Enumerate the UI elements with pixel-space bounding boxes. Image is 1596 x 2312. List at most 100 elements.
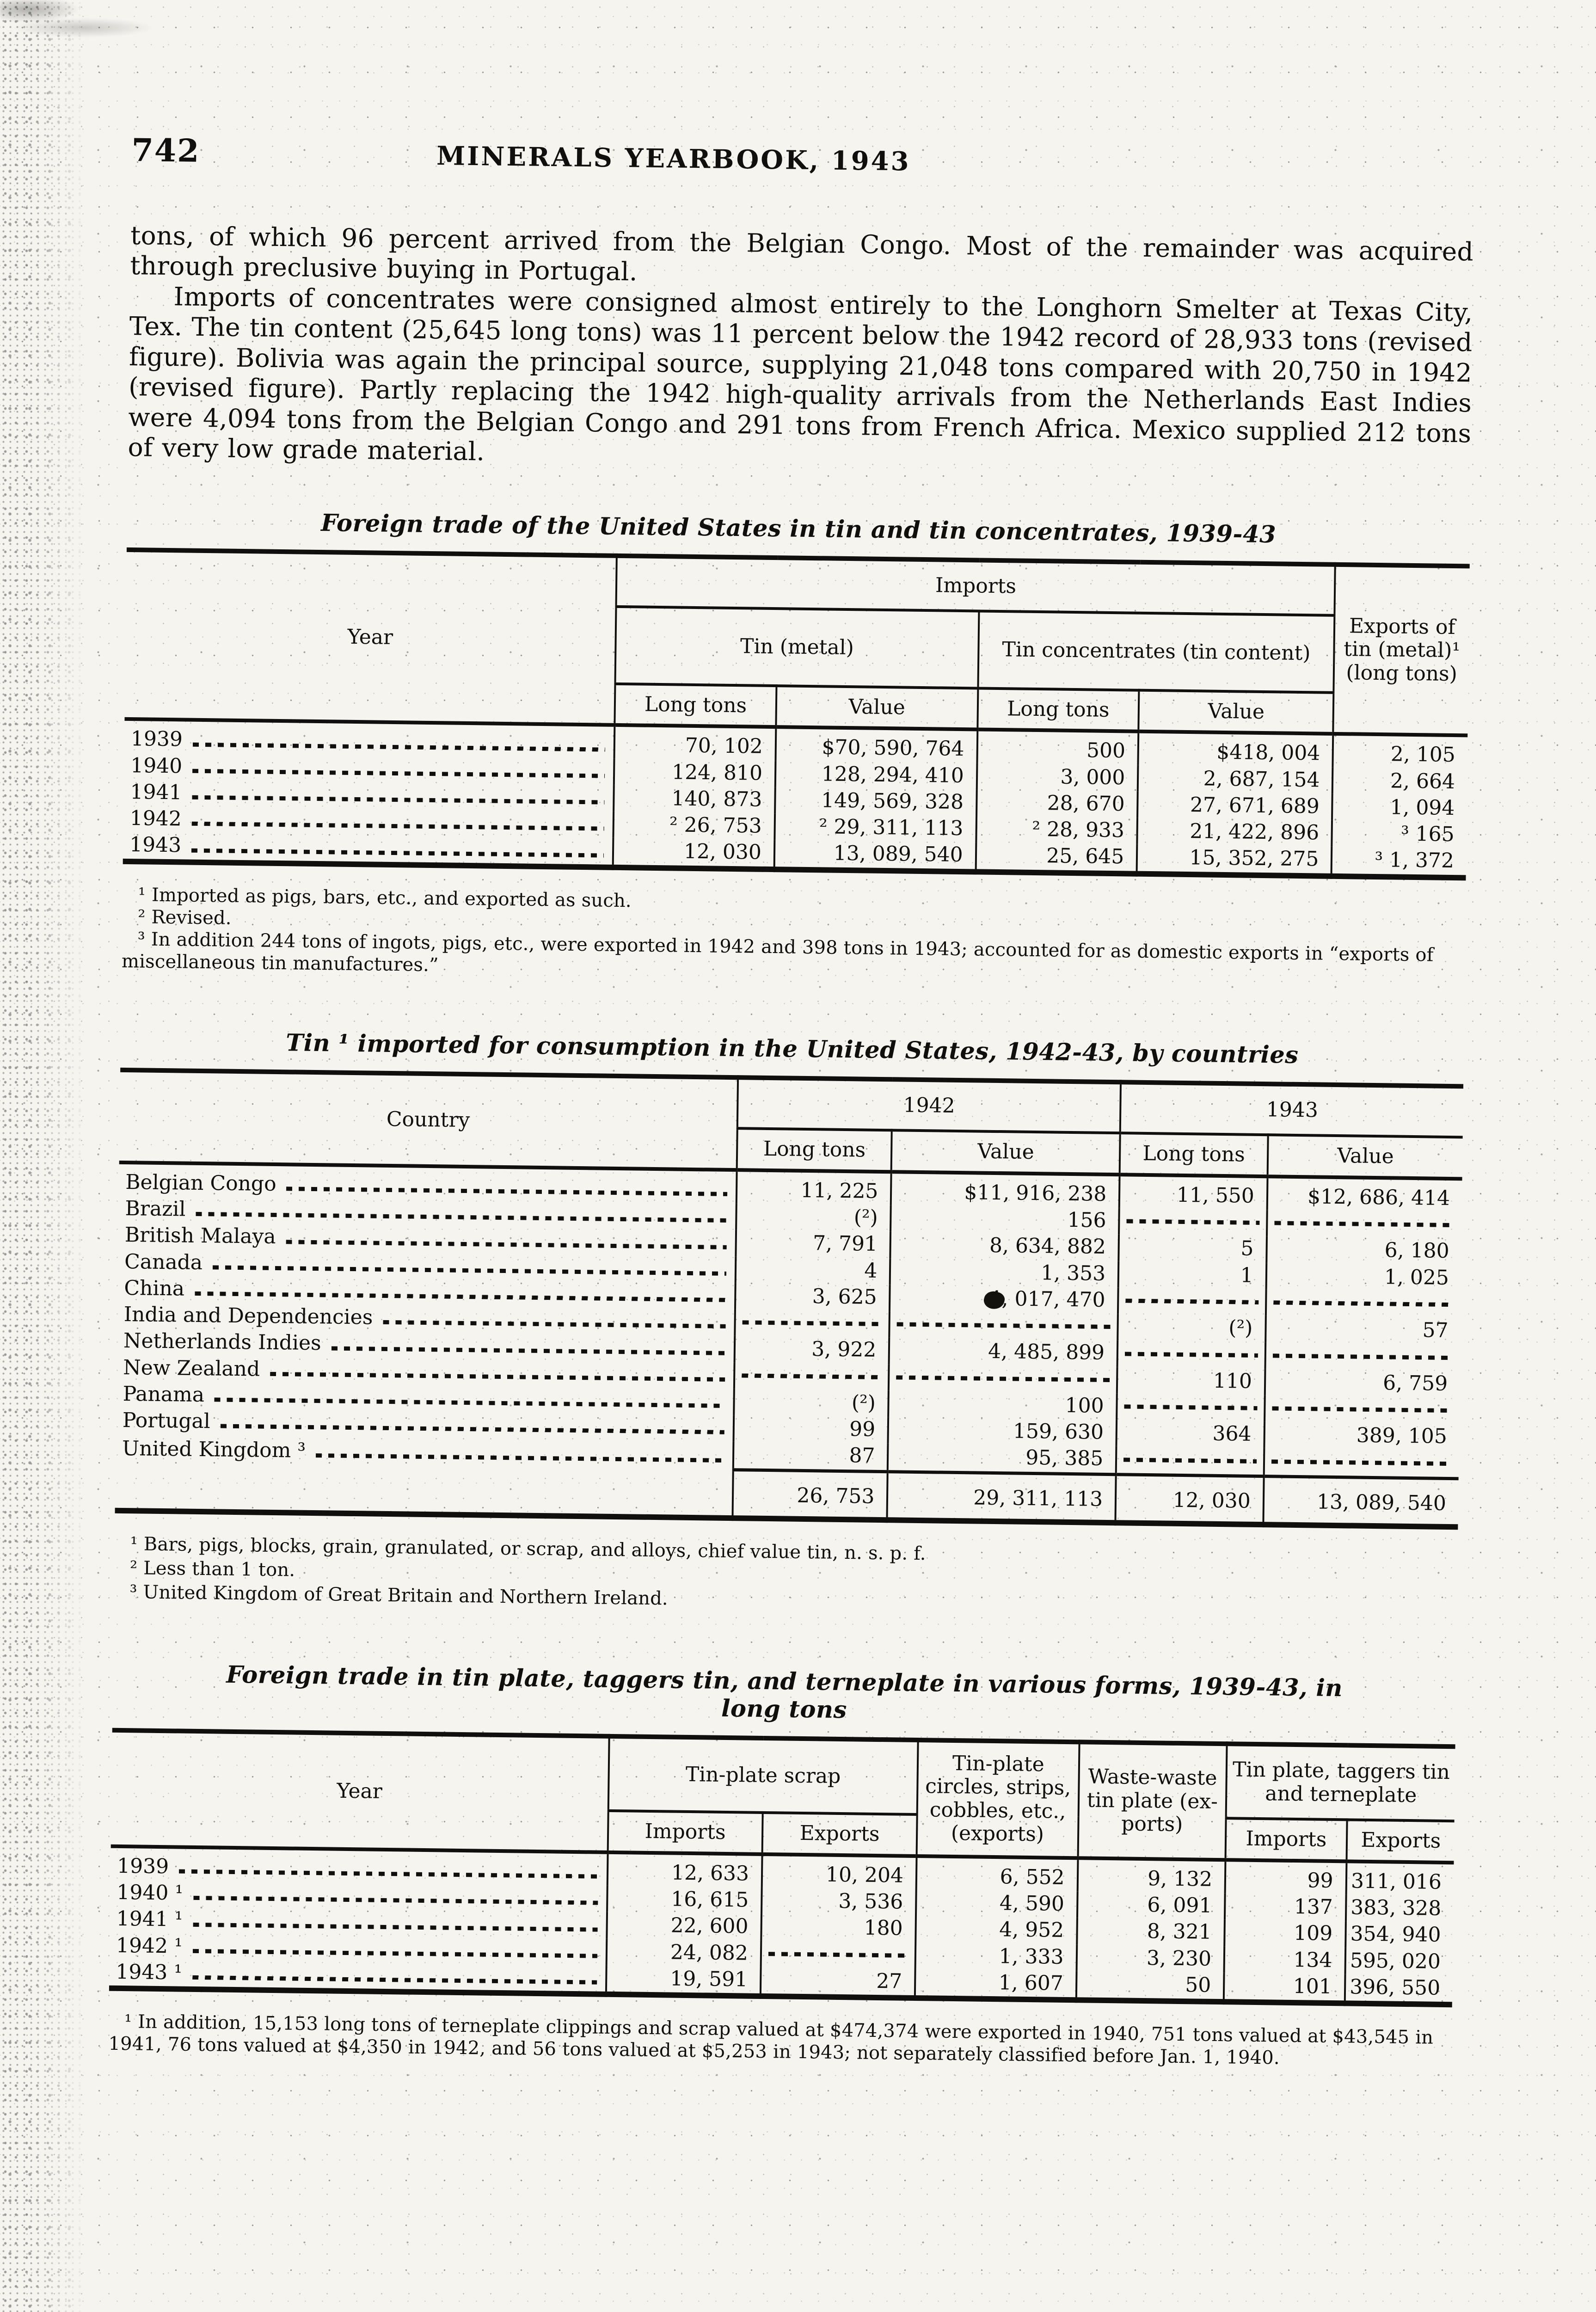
running-head: 742 MINERALS YEARBOOK, 1943 xyxy=(131,132,1475,185)
cell-1942-long-tons: 4 xyxy=(735,1256,890,1285)
cell-empty xyxy=(1266,1210,1462,1239)
cell-conc-tons: 28, 670 xyxy=(976,789,1138,818)
cell-1942-value: 100 xyxy=(888,1390,1117,1420)
table2-section: Tin ¹ imported for consumption in the Un… xyxy=(114,1027,1464,1619)
cell-1943-long-tons: 5 xyxy=(1118,1234,1267,1263)
col-header-tin-metal: Tin (metal) xyxy=(615,606,979,689)
col-header-value: Value xyxy=(1138,690,1334,734)
cell-empty xyxy=(735,1309,890,1338)
cell-empty xyxy=(889,1311,1118,1340)
dash-fill xyxy=(1125,1351,1258,1358)
col-header-tinplate-scrap: Tin-plate scrap xyxy=(608,1736,918,1815)
cell-exports: ³ 1, 372 xyxy=(1332,847,1467,878)
dot-leader xyxy=(191,822,605,831)
cell-scrap-exports: 3, 536 xyxy=(761,1887,916,1916)
cell-empty xyxy=(1264,1395,1460,1424)
page-number: 742 xyxy=(131,132,200,170)
dash-fill xyxy=(742,1320,883,1327)
dot-leader xyxy=(315,1453,724,1463)
col-header-year: Year xyxy=(124,549,617,726)
col-header-1942: 1942 xyxy=(737,1077,1121,1133)
cell-conc-value: 2, 687, 154 xyxy=(1137,765,1333,794)
scan-smudge-top-left xyxy=(0,0,194,92)
table2-tin-imports-by-country: Country 1942 1943 Long tons Value Long t… xyxy=(115,1067,1464,1530)
row-label: 1943 xyxy=(123,832,614,867)
cell-metal-value: 128, 294, 410 xyxy=(775,760,977,790)
cell-1942-long-tons: 3, 625 xyxy=(735,1283,890,1311)
cell-conc-tons: ² 28, 933 xyxy=(976,816,1138,845)
cell-conc-tons: 500 xyxy=(977,729,1139,765)
dash-fill xyxy=(896,1322,1111,1329)
cell-1943-value: 6, 759 xyxy=(1265,1368,1460,1398)
cell-1943-long-tons: 364 xyxy=(1116,1420,1265,1448)
cell-1943-value: 389, 105 xyxy=(1264,1421,1460,1451)
table3-tin-plate-trade: Year Tin-plate scrap Tin-plate circles, … xyxy=(109,1728,1455,2008)
cell-1943-long-tons: (²) xyxy=(1117,1314,1266,1342)
dot-leader xyxy=(220,1424,725,1435)
cell-exports: 2, 664 xyxy=(1332,767,1467,796)
col-header-long-tons: Long tons xyxy=(977,688,1139,732)
cell-plate-imports: 109 xyxy=(1224,1919,1346,1948)
cell-conc-value: 15, 352, 275 xyxy=(1136,844,1332,876)
dash-fill xyxy=(1274,1221,1455,1228)
cell-waste: 6, 091 xyxy=(1077,1891,1225,1920)
cell-plate-imports: 101 xyxy=(1223,1972,1345,2004)
cell-scrap-imports: 22, 600 xyxy=(607,1912,761,1941)
cell-scrap-exports: 10, 204 xyxy=(761,1854,917,1890)
page-header-title: MINERALS YEARBOOK, 1943 xyxy=(436,141,911,177)
cell-empty xyxy=(1118,1287,1266,1316)
dot-leader xyxy=(194,1291,726,1303)
col-header-long-tons: Long tons xyxy=(1119,1133,1268,1176)
cell-metal-value: $70, 590, 764 xyxy=(775,727,977,763)
cell-conc-tons: 3, 000 xyxy=(976,762,1138,792)
cell-empty xyxy=(1265,1289,1461,1318)
col-header-value: Value xyxy=(776,685,978,730)
cell-circles: 4, 952 xyxy=(915,1916,1077,1944)
dot-leader xyxy=(270,1371,725,1382)
dot-leader xyxy=(193,1922,598,1932)
table1-section: Foreign trade of the United States in ti… xyxy=(122,506,1470,989)
cell-metal-tons: ² 26, 753 xyxy=(613,811,775,840)
dot-leader xyxy=(192,1949,597,1958)
cell-plate-exports: 396, 550 xyxy=(1344,1974,1453,2005)
dash-fill xyxy=(742,1373,882,1379)
dash-fill xyxy=(768,1951,908,1958)
cell-metal-tons: 124, 810 xyxy=(614,758,776,787)
cell-metal-value: 149, 569, 328 xyxy=(775,787,977,816)
cell-1942-value: 4, 017, 470 xyxy=(890,1285,1118,1314)
dot-leader xyxy=(214,1397,725,1408)
col-header-year: Year xyxy=(110,1730,609,1852)
col-header-exports: Exports xyxy=(1346,1820,1455,1863)
cell-empty xyxy=(1119,1208,1267,1236)
col-header-imports: Imports xyxy=(616,555,1336,615)
dot-leader xyxy=(178,1869,598,1879)
cell-scrap-imports: 12, 633 xyxy=(607,1852,762,1888)
scanned-page: 742 MINERALS YEARBOOK, 1943 tons, of whi… xyxy=(108,132,1475,2071)
cell-waste: 9, 132 xyxy=(1077,1858,1226,1894)
cell-1942-value: 4, 485, 899 xyxy=(889,1337,1118,1367)
dot-leader xyxy=(192,1975,597,1985)
cell-circles: 4, 590 xyxy=(915,1889,1078,1918)
col-header-long-tons: Long tons xyxy=(614,683,777,727)
table3-footnotes: ¹ In addition, 15,153 long tons of terne… xyxy=(108,2011,1452,2071)
cell-total-1942-long-tons: 26, 753 xyxy=(732,1470,888,1520)
cell-scrap-imports: 24, 082 xyxy=(606,1938,761,1967)
cell-total-1942-value: 29, 311, 113 xyxy=(887,1471,1116,1523)
cell-scrap-imports: 19, 591 xyxy=(606,1965,761,1997)
col-header-country: Country xyxy=(119,1070,738,1170)
col-header-imports: Imports xyxy=(608,1811,763,1854)
col-header-circles: Tin-plate circles, strips, cob­bles, etc… xyxy=(916,1740,1080,1858)
cell-1943-value: $12, 686, 414 xyxy=(1267,1176,1462,1212)
col-header-long-tons: Long tons xyxy=(737,1128,892,1172)
col-header-tin-concentrates: Tin concentrates (tin content) xyxy=(978,611,1335,693)
cell-circles: 1, 607 xyxy=(915,1968,1077,2000)
dot-leader xyxy=(212,1265,727,1276)
cell-1942-long-tons: (²) xyxy=(734,1389,889,1417)
cell-total-1943-value: 13, 089, 540 xyxy=(1263,1476,1459,1527)
col-header-exports: Exports of tin (metal)¹ (long tons) xyxy=(1333,564,1470,736)
cell-empty xyxy=(889,1364,1117,1394)
dot-leader xyxy=(192,769,605,778)
dot-leader xyxy=(192,742,606,752)
cell-waste: 8, 321 xyxy=(1076,1918,1225,1946)
footnote: ¹ In addition, 15,153 long tons of terne… xyxy=(108,2011,1434,2069)
